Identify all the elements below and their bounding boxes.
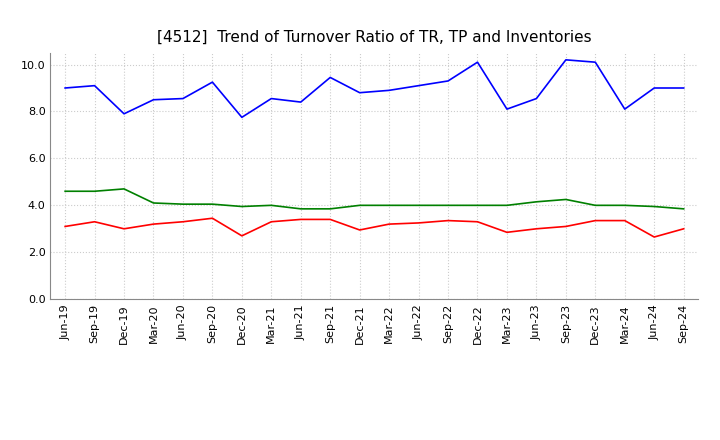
- Inventories: [267, 203, 276, 208]
- Trade Receivables: [208, 216, 217, 221]
- Trade Receivables: [650, 235, 659, 240]
- Trade Payables: [120, 111, 128, 117]
- Trade Payables: [680, 85, 688, 91]
- Line: Inventories: Inventories: [65, 189, 684, 209]
- Inventories: [650, 204, 659, 209]
- Trade Payables: [326, 75, 335, 80]
- Trade Receivables: [562, 224, 570, 229]
- Inventories: [384, 203, 393, 208]
- Trade Receivables: [90, 219, 99, 224]
- Inventories: [473, 203, 482, 208]
- Trade Receivables: [149, 221, 158, 227]
- Inventories: [297, 206, 305, 212]
- Trade Payables: [90, 83, 99, 88]
- Trade Payables: [356, 90, 364, 95]
- Trade Payables: [591, 59, 600, 65]
- Trade Payables: [60, 85, 69, 91]
- Trade Payables: [267, 96, 276, 101]
- Inventories: [326, 206, 335, 212]
- Inventories: [503, 203, 511, 208]
- Inventories: [680, 206, 688, 212]
- Trade Payables: [384, 88, 393, 93]
- Trade Payables: [238, 115, 246, 120]
- Trade Receivables: [384, 221, 393, 227]
- Trade Receivables: [238, 233, 246, 238]
- Trade Receivables: [503, 230, 511, 235]
- Inventories: [532, 199, 541, 205]
- Trade Payables: [621, 106, 629, 112]
- Trade Payables: [297, 99, 305, 105]
- Trade Payables: [149, 97, 158, 103]
- Inventories: [414, 203, 423, 208]
- Trade Receivables: [60, 224, 69, 229]
- Trade Receivables: [414, 220, 423, 226]
- Trade Receivables: [179, 219, 187, 224]
- Trade Receivables: [297, 217, 305, 222]
- Trade Receivables: [473, 219, 482, 224]
- Trade Receivables: [120, 226, 128, 231]
- Inventories: [208, 202, 217, 207]
- Inventories: [90, 189, 99, 194]
- Inventories: [444, 203, 452, 208]
- Trade Receivables: [326, 217, 335, 222]
- Trade Receivables: [356, 227, 364, 233]
- Trade Payables: [562, 57, 570, 62]
- Line: Trade Receivables: Trade Receivables: [65, 218, 684, 237]
- Inventories: [621, 203, 629, 208]
- Inventories: [591, 203, 600, 208]
- Trade Payables: [444, 78, 452, 84]
- Trade Receivables: [532, 226, 541, 231]
- Line: Trade Payables: Trade Payables: [65, 60, 684, 117]
- Trade Payables: [473, 59, 482, 65]
- Trade Payables: [503, 106, 511, 112]
- Trade Payables: [532, 96, 541, 101]
- Inventories: [60, 189, 69, 194]
- Trade Receivables: [444, 218, 452, 223]
- Inventories: [562, 197, 570, 202]
- Trade Payables: [650, 85, 659, 91]
- Inventories: [149, 200, 158, 205]
- Inventories: [238, 204, 246, 209]
- Trade Receivables: [680, 226, 688, 231]
- Title: [4512]  Trend of Turnover Ratio of TR, TP and Inventories: [4512] Trend of Turnover Ratio of TR, TP…: [157, 29, 592, 45]
- Trade Payables: [208, 80, 217, 85]
- Inventories: [120, 186, 128, 191]
- Trade Payables: [179, 96, 187, 101]
- Trade Receivables: [621, 218, 629, 223]
- Trade Payables: [414, 83, 423, 88]
- Inventories: [179, 202, 187, 207]
- Inventories: [356, 203, 364, 208]
- Trade Receivables: [267, 219, 276, 224]
- Trade Receivables: [591, 218, 600, 223]
